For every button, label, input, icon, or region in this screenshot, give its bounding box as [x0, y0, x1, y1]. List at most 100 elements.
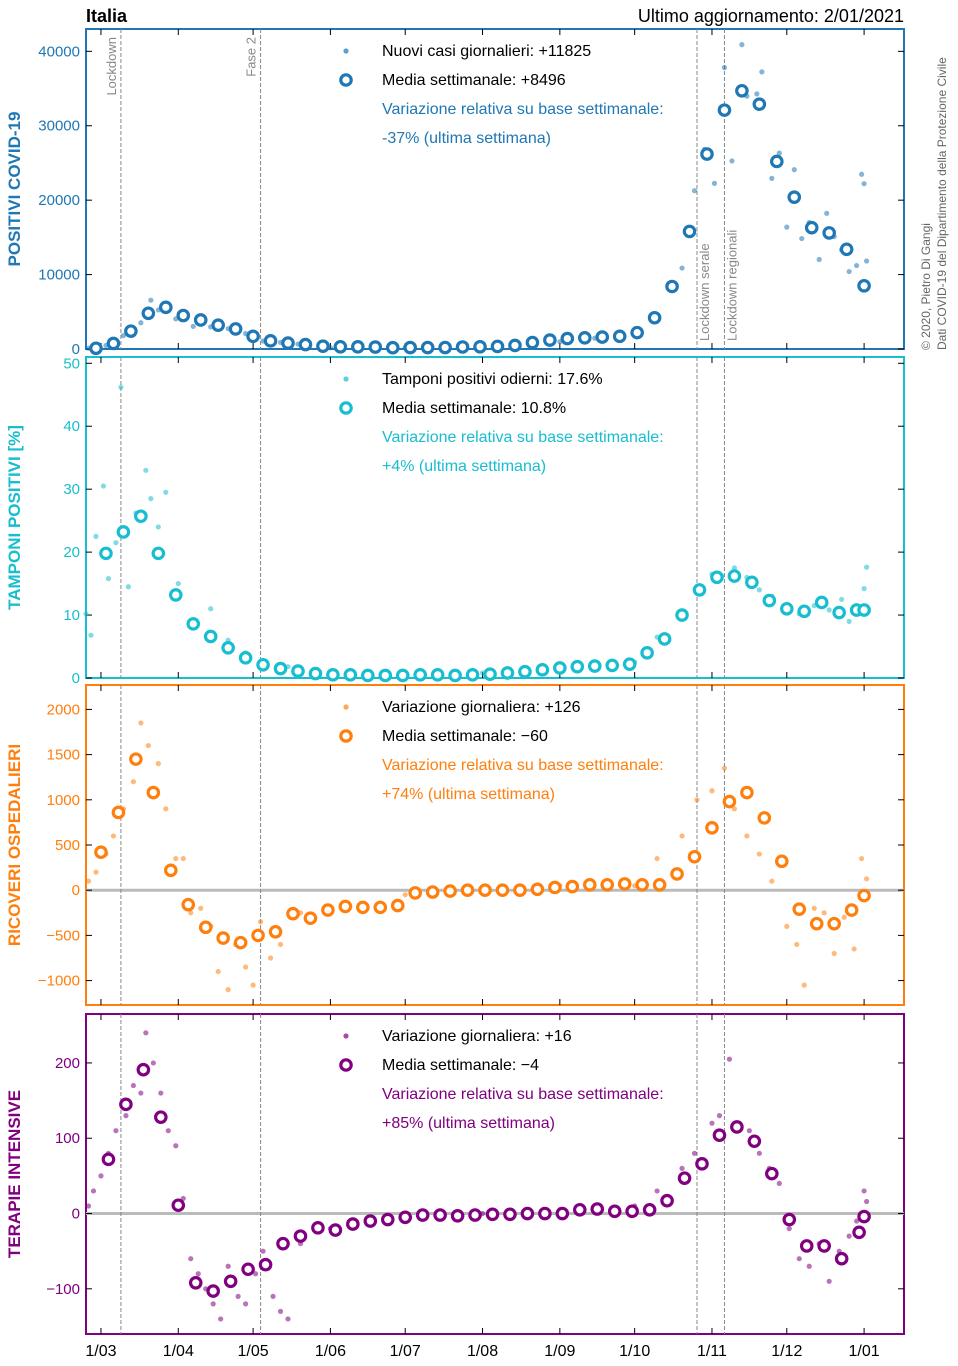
weekly-point: [844, 903, 859, 917]
daily-point: [130, 1082, 136, 1089]
x-tick-label: 1/09: [544, 1343, 575, 1360]
daily-point: [756, 587, 762, 593]
weekly-point: [485, 1207, 500, 1222]
daily-point: [143, 1030, 149, 1036]
weekly-point: [413, 668, 427, 682]
legend-daily-marker: [343, 704, 349, 710]
legend-variation-label: Variazione relativa su base settimanale:: [382, 1086, 664, 1103]
weekly-point: [181, 897, 196, 912]
daily-point: [143, 467, 149, 473]
daily-point: [163, 806, 169, 812]
daily-point: [769, 878, 775, 884]
daily-point: [148, 297, 154, 303]
weekly-point: [450, 1208, 465, 1223]
weekly-point: [745, 575, 759, 590]
legend: Nuovi casi giornalieri: +11825 Media sett…: [339, 43, 664, 147]
daily-point: [85, 1203, 92, 1209]
daily-point: [711, 180, 718, 186]
weekly-point: [779, 601, 794, 616]
x-tick-label: 1/06: [315, 1343, 346, 1360]
weekly-point: [216, 931, 230, 945]
panel-3: −1000 −500 0 500 1000 1500 2000 RICOVERI OSPEDA…: [5, 684, 905, 1006]
daily-point: [243, 1301, 249, 1307]
daily-point: [821, 910, 827, 916]
daily-point: [679, 265, 685, 271]
weekly-point: [774, 854, 789, 869]
weekly-point: [804, 220, 819, 235]
x-tick-label: 1/05: [238, 1343, 269, 1360]
legend-variation-label: Variazione relativa su base settimanale:: [382, 429, 664, 446]
y-tick-label: 40000: [38, 43, 80, 60]
weekly-point: [176, 308, 191, 323]
weekly-point: [565, 879, 580, 894]
daily-point: [654, 855, 660, 862]
daily-point: [716, 1113, 723, 1119]
daily-point: [138, 320, 144, 326]
weekly-point: [361, 668, 375, 683]
weekly-point: [94, 845, 108, 860]
daily-point: [679, 1165, 685, 1171]
weekly-point: [834, 1251, 849, 1266]
daily-point: [148, 496, 154, 502]
daily-point: [113, 1128, 119, 1134]
daily-point: [130, 779, 136, 785]
weekly-point: [675, 608, 689, 622]
weekly-point: [797, 604, 812, 619]
daily-point: [846, 268, 852, 275]
daily-point: [863, 1198, 870, 1205]
legend-weekly-label: Media settimanale: 10.8%: [382, 400, 566, 417]
weekly-point: [857, 1209, 871, 1224]
weekly-point: [587, 659, 602, 673]
weekly-series: [101, 1062, 871, 1298]
daily-point: [110, 833, 117, 839]
weekly-point: [757, 811, 772, 825]
weekly-point: [730, 1120, 744, 1134]
weekly-point: [89, 341, 103, 356]
weekly-point: [346, 1217, 360, 1231]
x-tick-label: 1/03: [85, 1343, 116, 1360]
weekly-point: [403, 340, 418, 355]
x-tick-label: 1/10: [619, 1343, 650, 1360]
daily-point: [846, 1233, 852, 1239]
weekly-point: [857, 888, 871, 903]
panel-frame: [85, 1013, 905, 1335]
weekly-point: [154, 1110, 168, 1124]
weekly-point: [809, 916, 824, 931]
daily-point: [854, 1218, 860, 1224]
daily-point: [150, 1060, 156, 1066]
weekly-point: [520, 1206, 535, 1221]
last-update: Ultimo aggiornamento: 2/01/2021: [638, 6, 904, 26]
weekly-point: [473, 339, 487, 354]
daily-point: [173, 1143, 179, 1149]
daily-point: [776, 1180, 782, 1187]
weekly-point: [425, 885, 440, 899]
y-tick-label: 1000: [47, 792, 80, 809]
legend: Variazione giornaliera: +126 Media settim…: [339, 699, 664, 803]
weekly-point: [590, 1202, 605, 1216]
y-axis-label: POSITIVI COVID-19: [5, 112, 24, 267]
weekly-point: [293, 1229, 308, 1243]
weekly-point: [600, 877, 615, 892]
legend-variation-value: +4% (ultima settimana): [382, 458, 546, 475]
weekly-point: [503, 1207, 517, 1222]
weekly-point: [570, 659, 585, 674]
daily-point: [863, 876, 870, 882]
weekly-point: [692, 583, 707, 597]
weekly-point: [700, 147, 714, 161]
weekly-point: [251, 928, 265, 943]
weekly-point: [553, 661, 567, 675]
legend-variation-value: +74% (ultima settimana): [382, 786, 555, 803]
weekly-point: [465, 668, 480, 682]
daily-point: [277, 1308, 284, 1315]
weekly-point: [291, 664, 305, 678]
weekly-point: [223, 1274, 238, 1289]
daily-point: [726, 1056, 733, 1062]
weekly-point: [478, 883, 492, 897]
weekly-point: [605, 658, 620, 673]
weekly-point: [273, 661, 288, 676]
daily-point: [746, 1128, 752, 1134]
weekly-point: [607, 1204, 622, 1219]
daily-point: [721, 765, 728, 771]
weekly-point: [363, 1214, 378, 1228]
daily-point: [235, 1293, 241, 1299]
